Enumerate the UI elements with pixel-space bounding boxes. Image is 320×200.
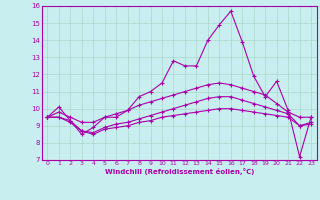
X-axis label: Windchill (Refroidissement éolien,°C): Windchill (Refroidissement éolien,°C) (105, 168, 254, 175)
